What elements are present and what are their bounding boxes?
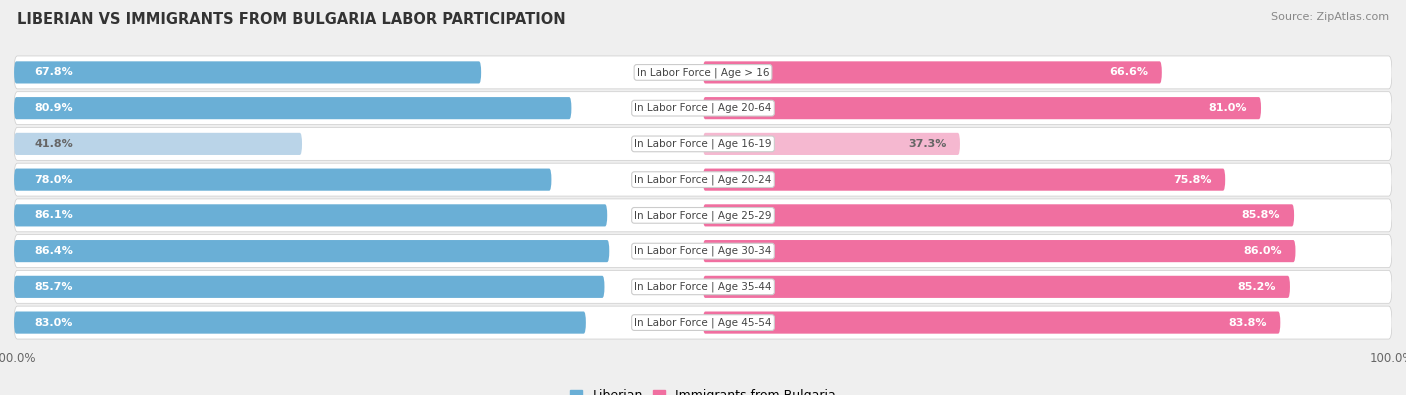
FancyBboxPatch shape: [14, 306, 1392, 339]
Text: 85.2%: 85.2%: [1237, 282, 1277, 292]
Text: 86.0%: 86.0%: [1243, 246, 1282, 256]
Text: LIBERIAN VS IMMIGRANTS FROM BULGARIA LABOR PARTICIPATION: LIBERIAN VS IMMIGRANTS FROM BULGARIA LAB…: [17, 12, 565, 27]
FancyBboxPatch shape: [14, 240, 609, 262]
FancyBboxPatch shape: [703, 61, 1161, 83]
Text: In Labor Force | Age 25-29: In Labor Force | Age 25-29: [634, 210, 772, 221]
FancyBboxPatch shape: [14, 163, 1392, 196]
Text: 78.0%: 78.0%: [35, 175, 73, 184]
FancyBboxPatch shape: [14, 56, 1392, 89]
Text: 86.1%: 86.1%: [35, 211, 73, 220]
FancyBboxPatch shape: [703, 312, 1281, 334]
FancyBboxPatch shape: [14, 271, 1392, 303]
Text: 86.4%: 86.4%: [35, 246, 73, 256]
Text: Source: ZipAtlas.com: Source: ZipAtlas.com: [1271, 12, 1389, 22]
Legend: Liberian, Immigrants from Bulgaria: Liberian, Immigrants from Bulgaria: [565, 384, 841, 395]
FancyBboxPatch shape: [14, 169, 551, 191]
FancyBboxPatch shape: [14, 133, 302, 155]
Text: 66.6%: 66.6%: [1109, 68, 1149, 77]
Text: In Labor Force | Age 20-24: In Labor Force | Age 20-24: [634, 174, 772, 185]
FancyBboxPatch shape: [14, 92, 1392, 124]
FancyBboxPatch shape: [703, 169, 1225, 191]
FancyBboxPatch shape: [14, 312, 586, 334]
Text: 75.8%: 75.8%: [1173, 175, 1212, 184]
FancyBboxPatch shape: [14, 276, 605, 298]
FancyBboxPatch shape: [14, 97, 571, 119]
Text: In Labor Force | Age 20-64: In Labor Force | Age 20-64: [634, 103, 772, 113]
Text: In Labor Force | Age 30-34: In Labor Force | Age 30-34: [634, 246, 772, 256]
FancyBboxPatch shape: [14, 199, 1392, 232]
Text: In Labor Force | Age 16-19: In Labor Force | Age 16-19: [634, 139, 772, 149]
FancyBboxPatch shape: [14, 204, 607, 226]
FancyBboxPatch shape: [703, 133, 960, 155]
Text: 83.8%: 83.8%: [1227, 318, 1267, 327]
FancyBboxPatch shape: [703, 204, 1294, 226]
FancyBboxPatch shape: [14, 235, 1392, 267]
Text: 83.0%: 83.0%: [35, 318, 73, 327]
Text: In Labor Force | Age 35-44: In Labor Force | Age 35-44: [634, 282, 772, 292]
Text: 41.8%: 41.8%: [35, 139, 73, 149]
Text: 67.8%: 67.8%: [35, 68, 73, 77]
FancyBboxPatch shape: [703, 97, 1261, 119]
FancyBboxPatch shape: [14, 61, 481, 83]
Text: In Labor Force | Age > 16: In Labor Force | Age > 16: [637, 67, 769, 78]
FancyBboxPatch shape: [703, 240, 1295, 262]
FancyBboxPatch shape: [14, 128, 1392, 160]
Text: In Labor Force | Age 45-54: In Labor Force | Age 45-54: [634, 317, 772, 328]
Text: 80.9%: 80.9%: [35, 103, 73, 113]
Text: 85.8%: 85.8%: [1241, 211, 1281, 220]
Text: 37.3%: 37.3%: [908, 139, 946, 149]
Text: 85.7%: 85.7%: [35, 282, 73, 292]
FancyBboxPatch shape: [703, 276, 1289, 298]
Text: 81.0%: 81.0%: [1209, 103, 1247, 113]
